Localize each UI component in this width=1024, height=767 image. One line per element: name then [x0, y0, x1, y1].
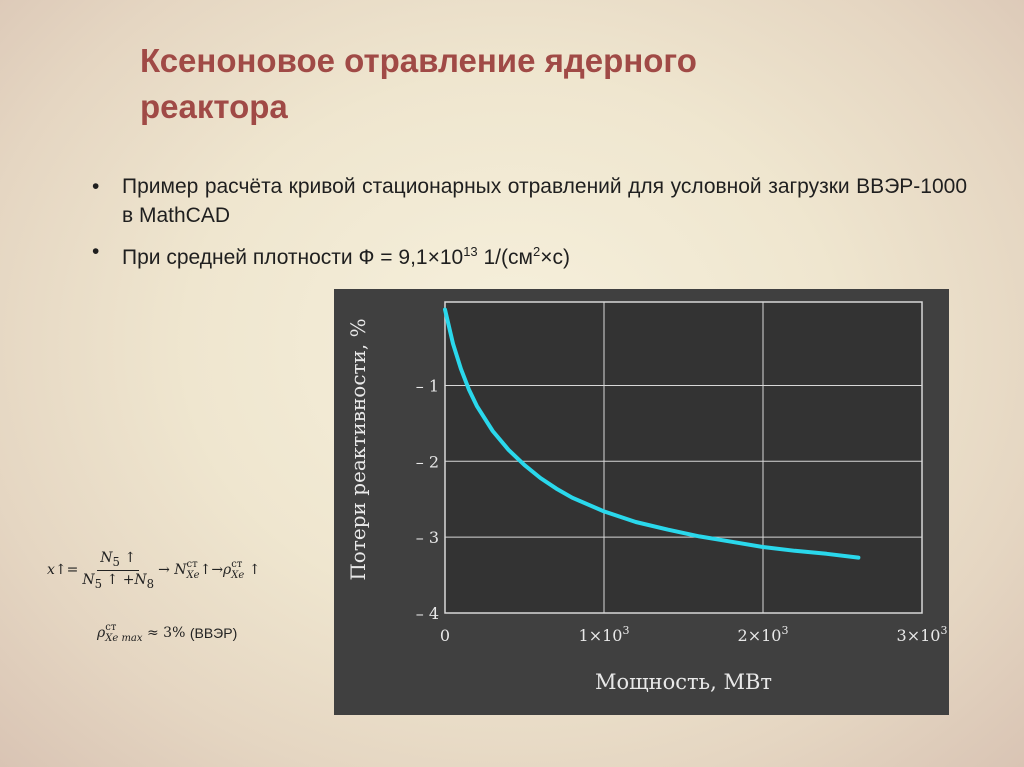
- bullet-item-1: • Пример расчёта кривой стационарных отр…: [92, 172, 967, 230]
- formula-N: N: [100, 550, 113, 566]
- x-tick-label: 0: [440, 626, 450, 645]
- bullet-marker: •: [92, 175, 100, 198]
- formula-denominator: N5 ↑ +N8: [82, 571, 154, 591]
- formula-up-arrow: ↑: [124, 550, 137, 566]
- formula-up-arrow: ↑: [199, 562, 212, 579]
- bullet-list: • Пример расчёта кривой стационарных отр…: [92, 172, 967, 279]
- bullet-text-1: Пример расчёта кривой стационарных отрав…: [122, 175, 967, 227]
- formula-approx: ≈ 3%: [147, 625, 186, 641]
- formula-up-arrow: ↑: [106, 571, 119, 588]
- bullet-text-2-part2: 1/(см: [477, 246, 533, 269]
- formula-N: N: [82, 571, 95, 588]
- formula-sub-xe: Xe: [186, 570, 200, 582]
- formula-sub: 8: [146, 576, 155, 591]
- formula-sup-st: ст: [186, 559, 198, 571]
- chart-panel: 0 1×103 2×103 3×103 – 1 – 2 – 3 – 4 Мощность, МВ…: [334, 289, 949, 715]
- formula-N: N: [134, 571, 147, 588]
- y-tick-label: – 1: [416, 376, 439, 395]
- plot-area: [444, 301, 923, 614]
- formula-NXe: N: [174, 562, 187, 579]
- reactivity-loss-chart: 0 1×103 2×103 3×103 – 1 – 2 – 3 – 4 Мощность, МВ…: [346, 301, 948, 694]
- x-tick-label: 3×103: [897, 624, 948, 645]
- exponent-13: 13: [463, 244, 478, 259]
- x-tick-label: 2×103: [738, 624, 789, 645]
- formula-sub-xe: Xe: [231, 570, 245, 582]
- bullet-item-2: • При средней плотности Ф = 9,1×1013 1/(…: [92, 237, 967, 272]
- series-line: [443, 307, 861, 560]
- x-tick-label: 1×103: [579, 624, 630, 645]
- slide-title: Ксеноновое отравление ядерного реактора: [140, 38, 900, 130]
- formula-rho: ρ: [97, 625, 106, 641]
- bullet-text-2-part3: ×с): [540, 246, 570, 269]
- formula-sub: 5: [94, 576, 103, 591]
- formula-up-arrow: ↑: [54, 562, 67, 579]
- formula-to-arrow: →: [211, 562, 224, 579]
- y-tick-label: – 3: [416, 528, 439, 547]
- formula-fraction: N5 ↑ N5 ↑ +N8: [82, 550, 154, 591]
- y-axis-label: Потери реактивности, %: [346, 318, 370, 580]
- formula-xenon-max: ρ ст Xe max ≈ 3% (ВВЭР): [97, 622, 237, 644]
- slide-title-line2: реактора: [140, 88, 288, 125]
- slide-title-line1: Ксеноновое отравление ядерного: [140, 42, 697, 79]
- formula-note: (ВВЭР): [189, 625, 238, 641]
- y-tick-label: – 4: [416, 604, 439, 623]
- formula-sub-xe-max: Xe max: [105, 633, 143, 644]
- formula-plus: +: [122, 571, 135, 588]
- formula-sup-st: ст: [231, 559, 243, 571]
- formula-up-arrow: ↑: [248, 562, 261, 579]
- bullet-text-2-part1: При средней плотности Ф = 9,1×10: [122, 246, 464, 269]
- formula-sub: 5: [112, 554, 120, 569]
- y-tick-label: – 2: [416, 452, 439, 471]
- formula-eq: =: [66, 562, 79, 579]
- formula-rho: ρ: [223, 562, 232, 579]
- formula-sup-st: ст: [105, 622, 117, 633]
- formula-x: x: [47, 562, 55, 579]
- exponent-2: 2: [532, 244, 541, 259]
- formula-numerator: N5 ↑: [97, 550, 140, 571]
- bullet-marker: •: [92, 240, 100, 263]
- formula-to-arrow: →: [158, 562, 170, 579]
- bullet-text-2: При средней плотности Ф = 9,1×1013 1/(см…: [122, 237, 967, 272]
- x-axis-label: Мощность, МВт: [595, 670, 772, 694]
